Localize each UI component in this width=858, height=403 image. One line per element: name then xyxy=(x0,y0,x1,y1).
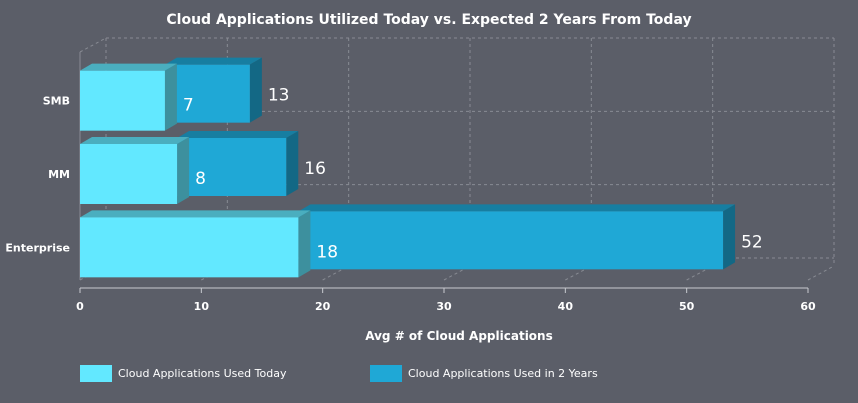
bar-today-side xyxy=(177,137,190,204)
grid-line-depth xyxy=(807,265,835,281)
x-axis-title: Avg # of Cloud Applications xyxy=(365,329,552,343)
data-label-two-years: 16 xyxy=(304,159,326,179)
y-tick-label: MM xyxy=(48,168,70,181)
x-tick-label: 0 xyxy=(76,300,84,313)
bar-today xyxy=(80,144,178,204)
data-label-today: 8 xyxy=(195,169,206,189)
grid-line-depth xyxy=(79,37,107,53)
x-tick-label: 10 xyxy=(194,300,210,313)
x-tick-label: 30 xyxy=(436,300,452,313)
data-label-today: 7 xyxy=(183,96,194,116)
bar-two-years xyxy=(164,64,250,123)
bar-two-years-side xyxy=(286,131,299,196)
data-label-two-years: 52 xyxy=(741,232,763,252)
legend-swatch-today xyxy=(80,364,112,382)
legend-item-two-years[interactable]: Cloud Applications Used in 2 Years xyxy=(370,362,598,384)
bar-two-years xyxy=(298,211,724,270)
bar-two-years-top xyxy=(164,57,262,65)
bar-today-top xyxy=(80,63,177,71)
bar-today xyxy=(80,217,299,278)
legend-label-two-years: Cloud Applications Used in 2 Years xyxy=(408,366,598,380)
x-tick-label: 20 xyxy=(315,300,331,313)
legend-label-today: Cloud Applications Used Today xyxy=(118,366,287,380)
bar-two-years xyxy=(177,138,287,196)
legend-swatch-two-years xyxy=(370,364,402,382)
bar-today xyxy=(80,70,165,131)
bar-two-years-side xyxy=(249,57,262,123)
legend-item-today[interactable]: Cloud Applications Used Today xyxy=(80,362,286,384)
data-label-two-years: 13 xyxy=(268,86,290,106)
bar-today-side xyxy=(164,63,177,131)
y-tick-label: SMB xyxy=(43,95,70,108)
data-label-today: 18 xyxy=(316,242,338,262)
chart-title: Cloud Applications Utilized Today vs. Ex… xyxy=(166,12,692,28)
x-tick-label: 40 xyxy=(558,300,574,313)
bar-today-side xyxy=(298,210,311,278)
y-tick-label: Enterprise xyxy=(5,241,70,254)
bar-today-top xyxy=(80,210,311,218)
bar-today-top xyxy=(80,137,190,144)
x-tick-label: 60 xyxy=(800,300,816,313)
x-tick-label: 50 xyxy=(679,300,695,313)
bar-two-years-side xyxy=(723,204,736,270)
bar-two-years-top xyxy=(177,131,299,138)
bar-two-years-top xyxy=(298,204,736,212)
